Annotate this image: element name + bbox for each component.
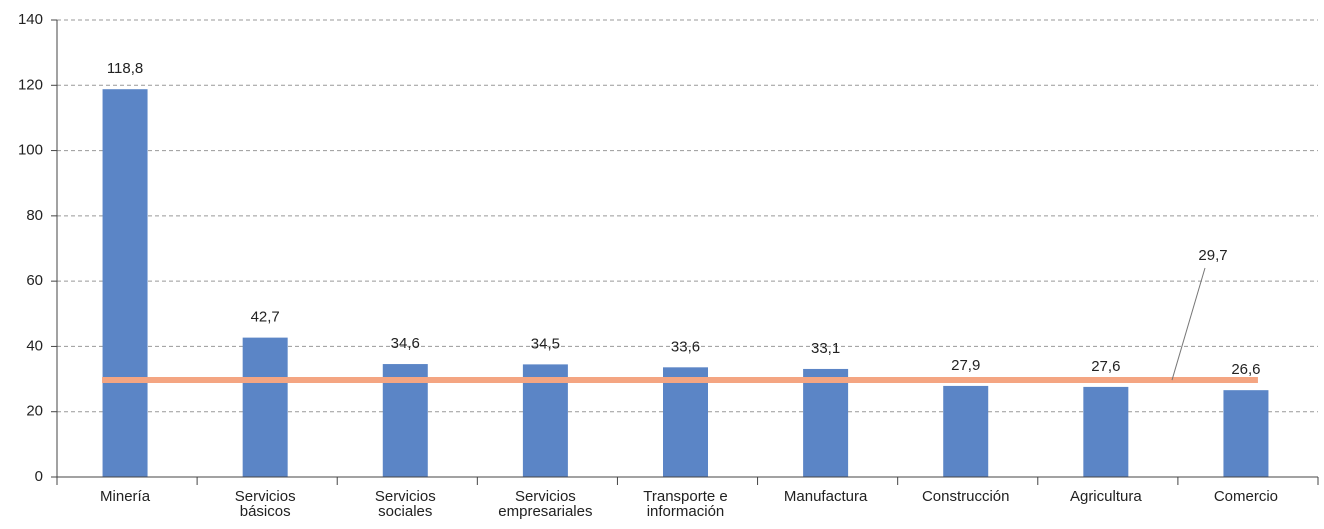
x-tick-label: Minería xyxy=(100,488,151,505)
value-label: 34,5 xyxy=(531,335,560,352)
x-tick-label-line: Agricultura xyxy=(1070,488,1142,505)
value-label: 27,9 xyxy=(951,357,980,374)
x-tick-label-line: Servicios xyxy=(235,488,296,505)
bar xyxy=(1223,390,1269,477)
x-tick-label-line: Servicios xyxy=(375,488,436,505)
x-tick-label-line: Servicios xyxy=(515,488,576,505)
leader-line xyxy=(1171,267,1206,381)
y-tick-label: 20 xyxy=(26,403,43,420)
value-label: 118,8 xyxy=(107,60,143,77)
x-tick-label-line: información xyxy=(647,503,725,520)
x-tick-label-line: sociales xyxy=(378,503,432,520)
y-tick-label: 40 xyxy=(26,337,43,354)
bar xyxy=(102,89,148,478)
bar xyxy=(803,368,849,477)
y-tick-label: 100 xyxy=(18,142,43,159)
x-tick-label-line: Comercio xyxy=(1214,488,1278,505)
bar xyxy=(242,337,288,477)
x-tick-label: Agricultura xyxy=(1070,488,1142,505)
x-tick-label-line: básicos xyxy=(240,503,291,520)
value-label: 27,6 xyxy=(1091,358,1120,375)
x-tick-label: Comercio xyxy=(1214,488,1278,505)
x-tick-label-line: Manufactura xyxy=(784,488,868,505)
bar xyxy=(663,367,708,477)
bar xyxy=(1083,386,1129,477)
bar xyxy=(943,385,989,477)
x-tick-label: Transporte e información xyxy=(643,488,728,520)
value-label: 42,7 xyxy=(251,309,280,326)
x-tick-label-line: Construcción xyxy=(922,488,1010,505)
x-tick-label-line: empresariales xyxy=(498,503,592,520)
value-label: 26,6 xyxy=(1231,361,1260,378)
y-tick-label: 120 xyxy=(18,76,43,93)
y-tick-label: 80 xyxy=(26,207,43,224)
x-tick-label-line: Minería xyxy=(100,488,151,505)
x-tick-label: Servicios sociales xyxy=(375,488,436,520)
value-label: 33,1 xyxy=(811,340,840,357)
x-tick-label: Servicios empresariales xyxy=(498,488,592,520)
value-label: 34,6 xyxy=(391,335,420,352)
y-tick-label: 60 xyxy=(26,272,43,289)
value-label: 33,6 xyxy=(671,338,700,355)
x-tick-label: Construcción xyxy=(922,488,1010,505)
y-tick-label: 140 xyxy=(18,11,43,28)
bar xyxy=(522,364,568,477)
reference-label: 29,7 xyxy=(1198,247,1227,264)
x-tick-label-line: Transporte e xyxy=(643,488,728,505)
x-tick-label: Manufactura xyxy=(784,488,868,505)
y-tick-label: 0 xyxy=(35,468,43,485)
x-tick-label: Servicios básicos xyxy=(235,488,296,520)
